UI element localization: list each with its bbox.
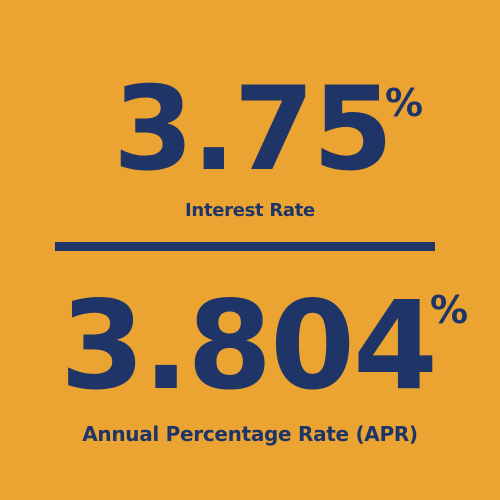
divider-line xyxy=(55,242,435,251)
apr-percent-sign: % xyxy=(430,288,469,332)
apr-label: Annual Percentage Rate (APR) xyxy=(82,422,418,446)
interest-rate-label: Interest Rate xyxy=(185,200,315,221)
interest-rate-percent-sign: % xyxy=(385,81,424,125)
interest-rate-value: 3.75 xyxy=(113,62,393,197)
apr-value: 3.804 xyxy=(60,275,438,417)
